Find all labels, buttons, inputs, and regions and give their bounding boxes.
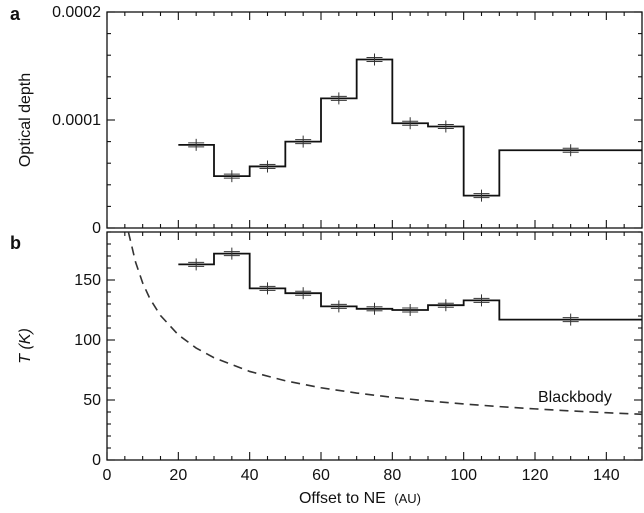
data-point bbox=[366, 302, 383, 315]
data-point bbox=[437, 120, 454, 133]
panel-b-plot bbox=[127, 231, 643, 416]
x-tick-label: 20 bbox=[169, 467, 187, 484]
data-point bbox=[259, 282, 276, 295]
data-point bbox=[402, 117, 419, 130]
panel-a-letter: a bbox=[10, 4, 21, 24]
data-point bbox=[330, 300, 347, 313]
blackbody-label: Blackbody bbox=[538, 389, 612, 406]
x-axis-title: Offset to NE (AU) bbox=[299, 490, 421, 507]
x-axis-title-main: Offset to NE bbox=[299, 490, 386, 507]
step-line bbox=[178, 58, 642, 197]
x-tick-label: 60 bbox=[312, 467, 330, 484]
data-point bbox=[562, 144, 579, 157]
panel-b-frame bbox=[106, 231, 643, 461]
data-point bbox=[366, 53, 383, 66]
panel-b-axes: 0 20 40 60 80 100 120 140 0 50 100 150 bbox=[74, 231, 643, 484]
x-tick-label: 100 bbox=[450, 467, 477, 484]
y-tick-label: 0 bbox=[92, 452, 101, 469]
y-tick-label: 0.0001 bbox=[52, 112, 101, 129]
data-point bbox=[473, 294, 490, 307]
panel-a-ylabel: Optical depth bbox=[17, 73, 34, 167]
panel-b-letter: b bbox=[10, 233, 21, 253]
y-tick-label: 50 bbox=[83, 392, 101, 409]
data-point bbox=[223, 170, 240, 183]
data-point bbox=[437, 299, 454, 312]
data-point bbox=[402, 304, 419, 316]
panel-a-plot bbox=[178, 53, 642, 202]
y-tick-label: 0 bbox=[92, 220, 101, 237]
x-tick-label: 120 bbox=[522, 467, 549, 484]
panel-a-axes: 0 0.0001 0.0002 bbox=[52, 4, 643, 237]
y-tick-label: 150 bbox=[74, 272, 101, 289]
x-tick-label: 140 bbox=[593, 467, 620, 484]
data-point bbox=[259, 160, 276, 173]
y-tick-label: 100 bbox=[74, 332, 101, 349]
panel-a-frame bbox=[106, 11, 643, 229]
data-point bbox=[473, 189, 490, 202]
data-point bbox=[562, 313, 579, 326]
x-tick-label: 0 bbox=[103, 467, 112, 484]
data-point bbox=[223, 247, 240, 260]
data-point bbox=[188, 258, 205, 271]
data-point bbox=[295, 287, 312, 300]
x-tick-label: 40 bbox=[241, 467, 259, 484]
data-point bbox=[330, 92, 347, 105]
step-line bbox=[178, 252, 642, 321]
data-point bbox=[295, 135, 312, 148]
x-axis-title-unit: (AU) bbox=[394, 491, 421, 506]
panel-b-ylabel: T (K) bbox=[17, 328, 34, 364]
y-tick-label: 0.0002 bbox=[52, 4, 101, 21]
x-tick-label: 80 bbox=[383, 467, 401, 484]
data-point bbox=[188, 138, 205, 151]
blackbody-curve bbox=[127, 231, 643, 416]
